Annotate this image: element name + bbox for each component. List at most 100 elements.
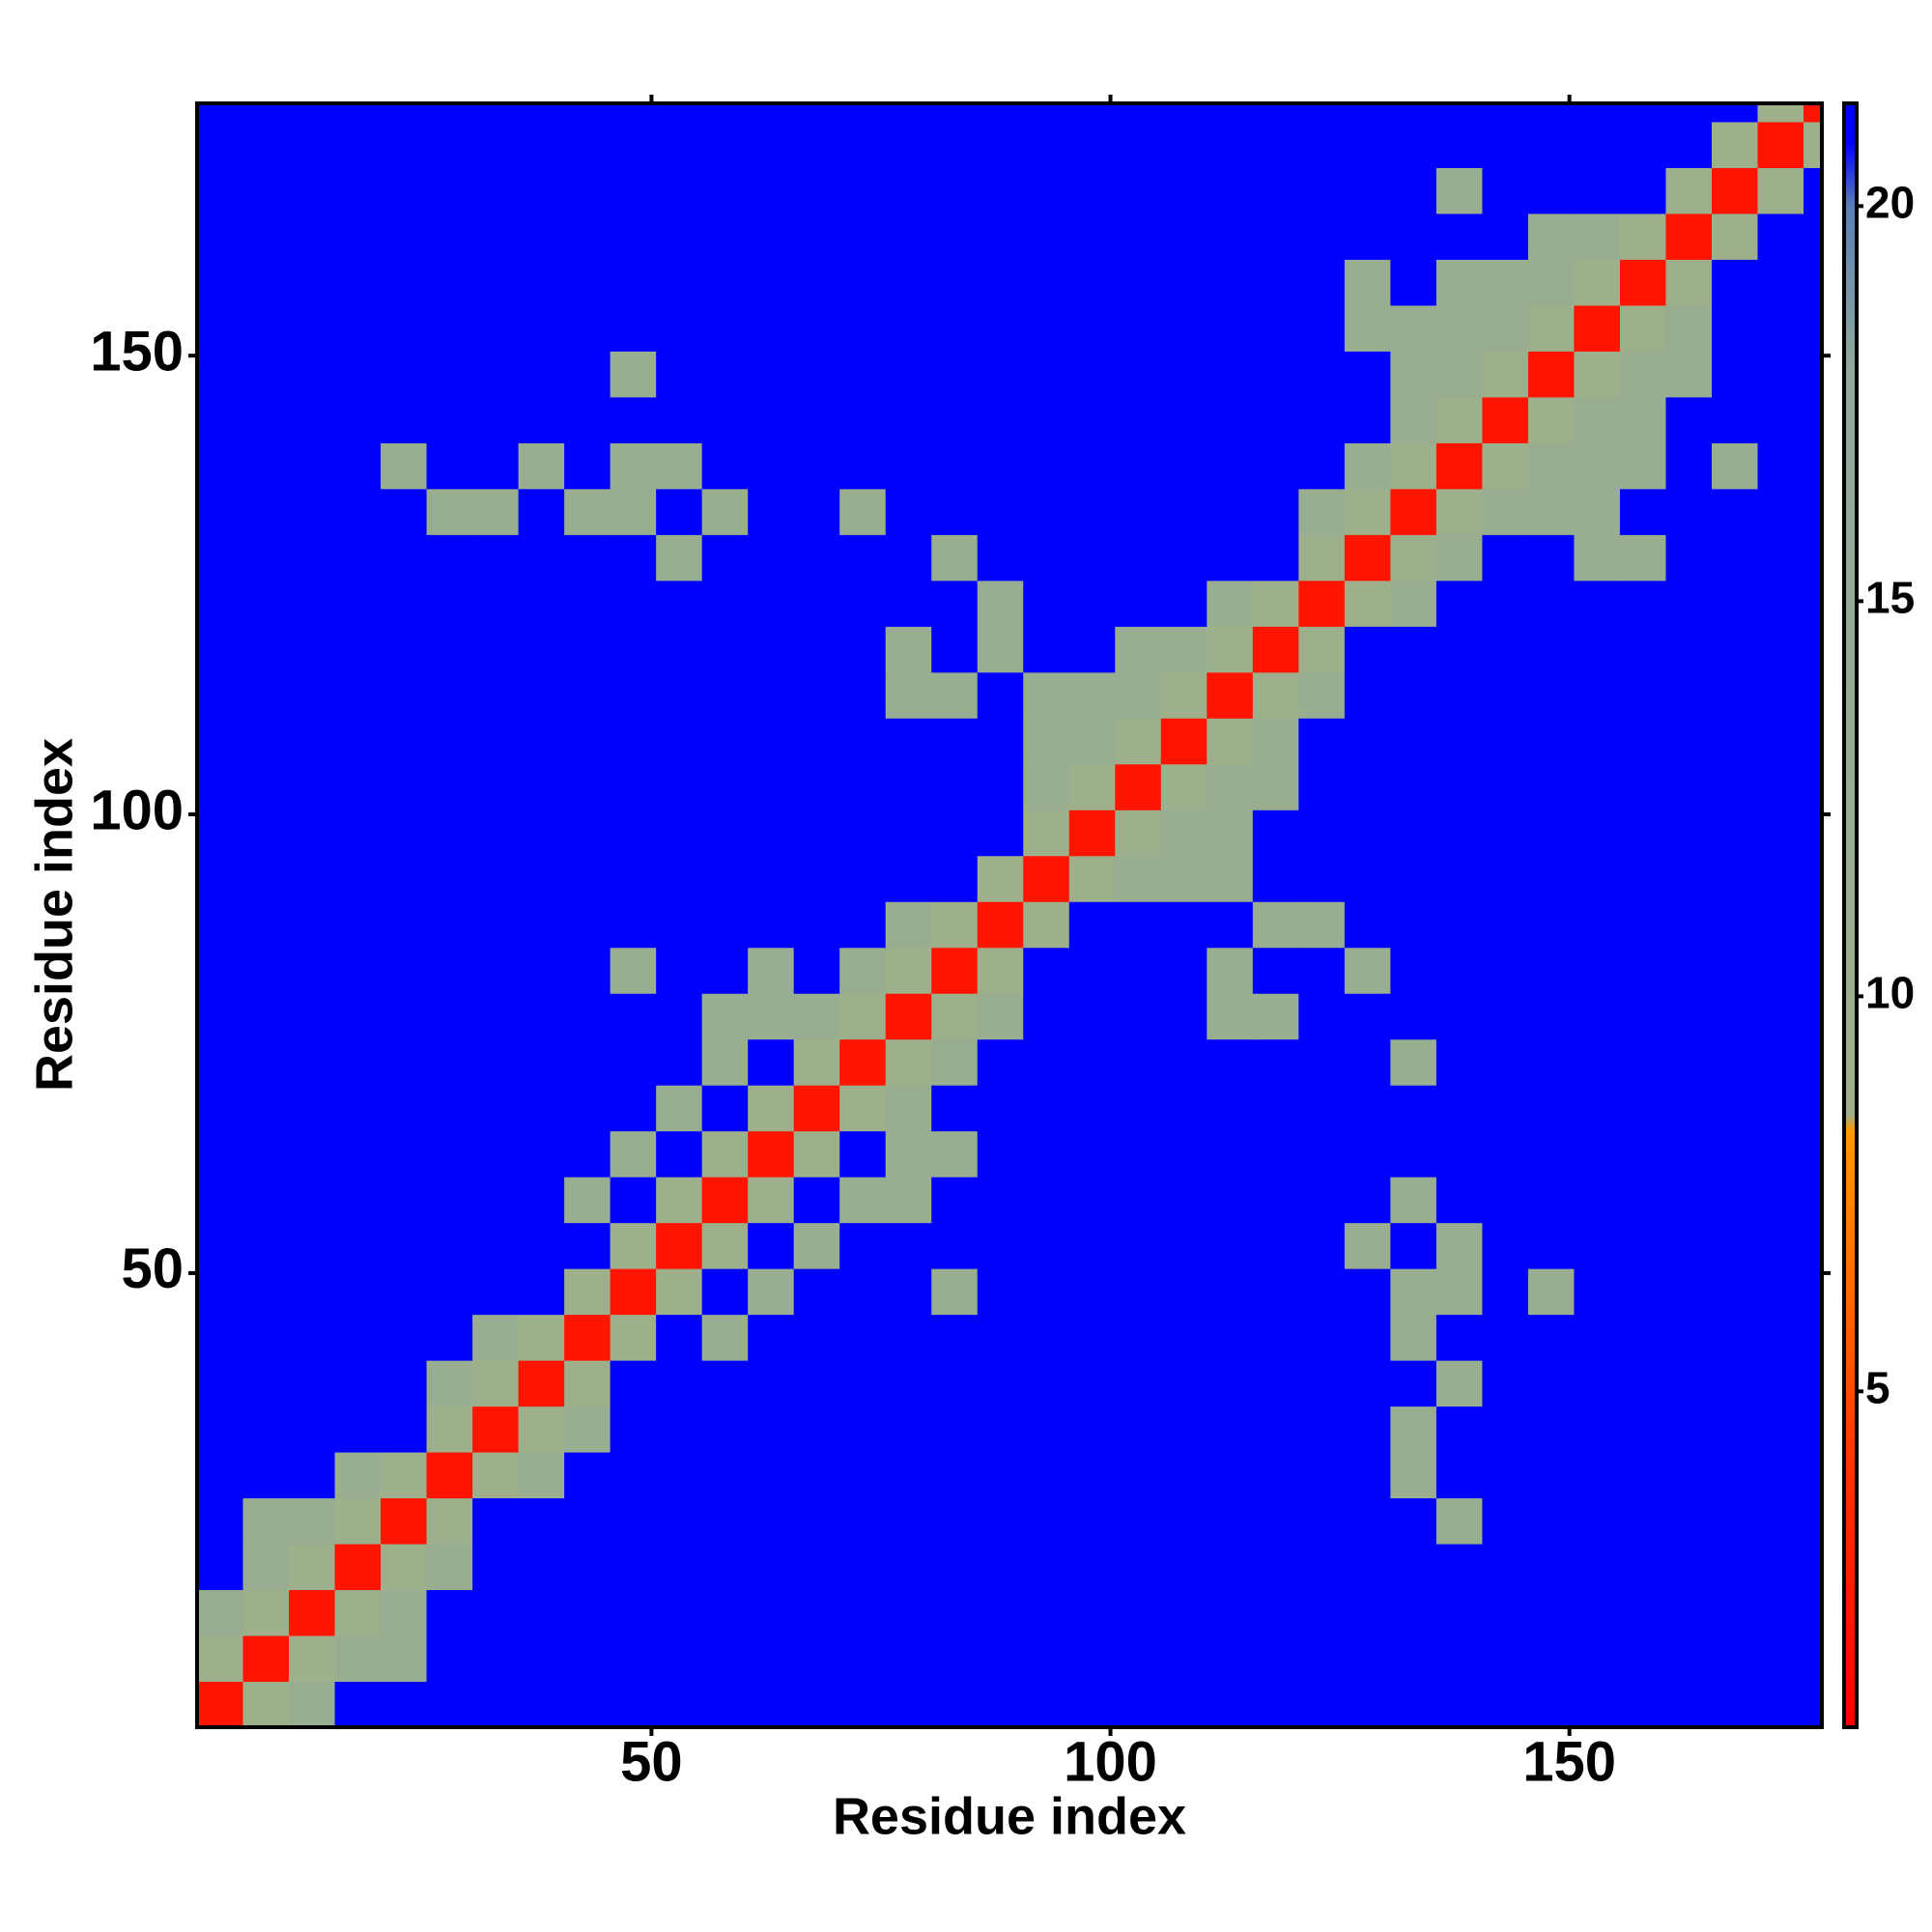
colorbar-slice [1844, 944, 1857, 947]
cell [793, 718, 840, 765]
colorbar-slice [1844, 727, 1857, 730]
cell [1390, 1130, 1437, 1178]
colorbar-tick-label: 5 [1865, 1363, 1890, 1413]
cell [426, 763, 473, 810]
cell [1344, 1452, 1391, 1499]
colorbar-slice [1844, 389, 1857, 392]
cell [1574, 901, 1621, 949]
colorbar-slice [1844, 1207, 1857, 1209]
cell [1574, 763, 1621, 810]
colorbar-slice [1844, 1197, 1857, 1200]
colorbar-slice [1844, 1550, 1857, 1553]
colorbar-slice [1844, 1081, 1857, 1084]
colorbar-slice [1844, 1191, 1857, 1194]
cell [885, 1177, 932, 1224]
cell [1711, 1038, 1758, 1086]
cell [518, 442, 565, 490]
colorbar-slice [1844, 192, 1857, 195]
cell [610, 259, 657, 306]
colorbar-slice [1844, 1442, 1857, 1445]
colorbar-slice [1844, 801, 1857, 804]
cell [518, 1222, 565, 1269]
cell [518, 763, 565, 810]
colorbar-slice [1844, 1239, 1857, 1242]
colorbar-slice [1844, 347, 1857, 350]
colorbar-slice [1844, 1668, 1857, 1671]
cell [1252, 810, 1299, 857]
colorbar-slice [1844, 343, 1857, 346]
cell [289, 213, 336, 260]
cell [656, 1177, 703, 1224]
cell [1252, 103, 1299, 123]
colorbar-slice [1844, 1608, 1857, 1611]
colorbar-slice [1844, 138, 1857, 141]
cell [931, 1360, 979, 1407]
cell [1252, 1497, 1299, 1545]
cell [701, 671, 749, 719]
colorbar-slice [1844, 598, 1857, 601]
cell [1298, 1406, 1346, 1453]
colorbar-slice [1844, 297, 1857, 299]
cell [1207, 1222, 1254, 1269]
colorbar-slice [1844, 1520, 1857, 1522]
cell [1527, 103, 1575, 123]
cell [1435, 1635, 1483, 1683]
cell [242, 488, 290, 535]
cell [793, 1497, 840, 1545]
cell [1482, 671, 1529, 719]
cell [1115, 671, 1162, 719]
cell [1435, 103, 1483, 123]
cell [1023, 763, 1070, 810]
cell [748, 947, 795, 994]
cell [885, 1452, 932, 1499]
colorbar-slice [1844, 181, 1857, 184]
cell [1527, 351, 1575, 398]
colorbar-slice [1844, 1369, 1857, 1372]
colorbar-slice [1844, 302, 1857, 305]
cell [1803, 763, 1822, 810]
colorbar-slice [1844, 523, 1857, 526]
cell [426, 718, 473, 765]
cell [1252, 947, 1299, 994]
colorbar-slice [1844, 1162, 1857, 1165]
colorbar-slice [1844, 351, 1857, 354]
colorbar-slice [1844, 134, 1857, 137]
cell [334, 1038, 382, 1086]
cell [1115, 718, 1162, 765]
cell [1574, 810, 1621, 857]
cell [1711, 855, 1758, 902]
colorbar-slice [1844, 760, 1857, 763]
cell [472, 1452, 520, 1499]
cell [793, 626, 840, 673]
colorbar-slice [1844, 356, 1857, 359]
cell [197, 488, 244, 535]
cell [242, 1222, 290, 1269]
colorbar-slice [1844, 1684, 1857, 1687]
colorbar-slice [1844, 895, 1857, 898]
cell [748, 1222, 795, 1269]
cell [931, 1038, 979, 1086]
cell [518, 534, 565, 582]
colorbar-slice [1844, 1029, 1857, 1032]
cell [793, 1406, 840, 1453]
colorbar-slice [1844, 584, 1857, 587]
colorbar-slice [1844, 130, 1857, 133]
cell [839, 259, 887, 306]
cell [1711, 488, 1758, 535]
cell [1298, 718, 1346, 765]
cell [1527, 1635, 1575, 1683]
colorbar-slice [1844, 973, 1857, 976]
colorbar-slice [1844, 1574, 1857, 1577]
cell [1574, 1544, 1621, 1591]
cell [1390, 1544, 1437, 1591]
cell [1207, 1268, 1254, 1316]
cell [1207, 1085, 1254, 1132]
colorbar-slice [1844, 967, 1857, 970]
cell [1390, 626, 1437, 673]
colorbar-slice [1844, 127, 1857, 129]
cell [1435, 1268, 1483, 1316]
colorbar-slice [1844, 428, 1857, 431]
cell [977, 213, 1024, 260]
cell [1482, 947, 1529, 994]
cell [1344, 121, 1391, 168]
